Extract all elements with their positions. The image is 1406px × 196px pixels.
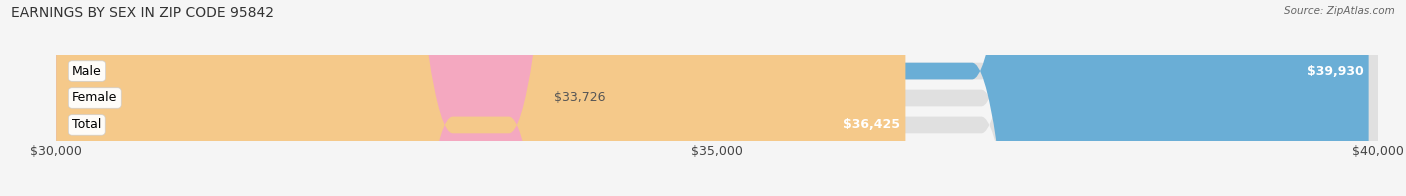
FancyBboxPatch shape	[56, 0, 1368, 196]
Text: Female: Female	[72, 92, 118, 104]
Text: Source: ZipAtlas.com: Source: ZipAtlas.com	[1284, 6, 1395, 16]
Text: Male: Male	[72, 64, 101, 78]
Text: $36,425: $36,425	[844, 118, 900, 132]
Text: Total: Total	[72, 118, 101, 132]
Text: $39,930: $39,930	[1306, 64, 1364, 78]
FancyBboxPatch shape	[56, 0, 1378, 196]
FancyBboxPatch shape	[56, 0, 548, 196]
Text: EARNINGS BY SEX IN ZIP CODE 95842: EARNINGS BY SEX IN ZIP CODE 95842	[11, 6, 274, 20]
Text: $33,726: $33,726	[554, 92, 606, 104]
FancyBboxPatch shape	[56, 0, 905, 196]
FancyBboxPatch shape	[56, 0, 1378, 196]
FancyBboxPatch shape	[56, 0, 1378, 196]
